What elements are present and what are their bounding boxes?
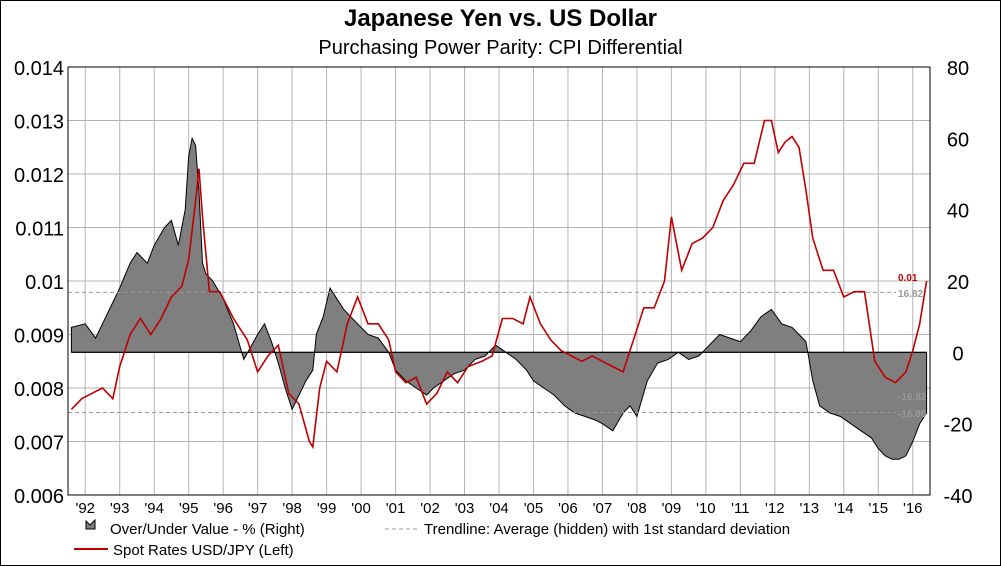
left-tick-label: 0.013 — [14, 112, 64, 134]
left-tick-label: 0.007 — [14, 433, 64, 455]
x-tick-label: '96 — [213, 500, 233, 517]
x-tick-label: '07 — [593, 500, 613, 517]
area-last-value-label: -16.82 — [898, 392, 927, 403]
x-tick-label: '12 — [765, 500, 785, 517]
x-tick-label: '94 — [144, 500, 164, 517]
x-tick-label: '00 — [351, 500, 371, 517]
x-tick-label: '13 — [800, 500, 820, 517]
left-tick-label: 0.01 — [25, 272, 64, 294]
right-tick-label: 0 — [952, 343, 963, 365]
upper-std-dev-label: 16.82 — [898, 289, 923, 300]
lower-std-dev-label: -16.86 — [898, 409, 927, 420]
legend-area-label: Over/Under Value - % (Right) — [110, 521, 305, 538]
x-tick-label: '10 — [696, 500, 716, 517]
x-tick-label: '92 — [75, 500, 95, 517]
left-tick-label: 0.008 — [14, 379, 64, 401]
x-tick-label: '93 — [110, 500, 130, 517]
legend-trend-label: Trendline: Average (hidden) with 1st sta… — [424, 521, 790, 538]
x-tick-label: '16 — [903, 500, 923, 517]
x-tick-label: '99 — [317, 500, 337, 517]
legend-spot-label: Spot Rates USD/JPY (Left) — [113, 542, 294, 559]
x-tick-label: '02 — [420, 500, 440, 517]
left-tick-label: 0.011 — [15, 219, 64, 241]
right-tick-label: 60 — [947, 129, 969, 151]
x-tick-label: '09 — [662, 500, 682, 517]
left-tick-label: 0.006 — [14, 486, 64, 508]
x-tick-label: '05 — [524, 500, 544, 517]
right-tick-label: -20 — [944, 415, 973, 437]
spot-rate-line — [70, 119, 928, 450]
x-tick-label: '08 — [627, 500, 647, 517]
x-tick-label: '98 — [282, 500, 302, 517]
chart-subtitle: Purchasing Power Parity: CPI Differentia… — [318, 37, 683, 59]
right-tick-label: 40 — [947, 201, 969, 223]
left-tick-label: 0.014 — [14, 58, 64, 80]
x-tick-label: '04 — [489, 500, 509, 517]
left-tick-label: 0.009 — [14, 326, 64, 348]
right-tick-label: 20 — [947, 272, 969, 294]
x-tick-label: '03 — [455, 500, 475, 517]
x-tick-label: '14 — [834, 500, 854, 517]
legend: Over/Under Value - % (Right) Trendline: A… — [74, 518, 790, 559]
spot-last-value-label: 0.01 — [898, 273, 918, 284]
legend-area-swatch — [85, 518, 96, 530]
chart-title: Japanese Yen vs. US Dollar — [343, 5, 658, 32]
right-tick-label: -40 — [944, 486, 973, 508]
right-tick-label: 80 — [947, 58, 969, 80]
x-tick-label: '15 — [868, 500, 888, 517]
x-tick-label: '97 — [248, 500, 268, 517]
x-tick-label: '95 — [179, 500, 199, 517]
left-tick-label: 0.012 — [14, 165, 64, 187]
x-tick-label: '06 — [558, 500, 578, 517]
x-tick-label: '11 — [731, 500, 749, 517]
x-tick-label: '01 — [386, 500, 406, 517]
plot-border — [67, 66, 931, 496]
